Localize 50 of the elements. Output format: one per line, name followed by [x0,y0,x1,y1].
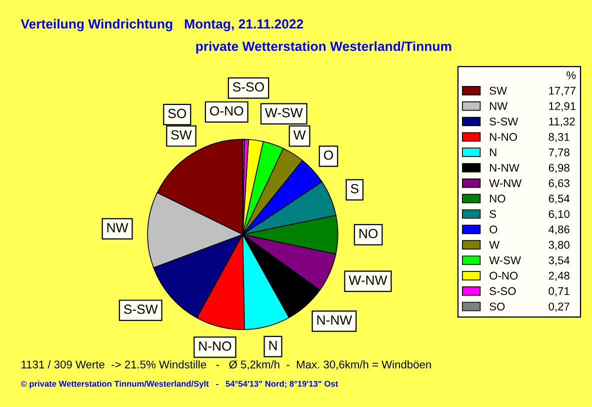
data-label: 6,10 [548,210,570,220]
legend-label: O [490,226,498,234]
legend-label: W-NW [489,179,522,188]
slice-label: O [324,150,333,160]
legend-label: SO [490,302,505,310]
legend-label: N-NW [490,164,520,172]
category-label: SO [168,108,186,118]
legend-label: NW [490,102,508,110]
slice-label: NO [359,228,378,238]
data-label: 3,54 [548,256,570,266]
legend-label: S-SO [490,287,516,296]
data-label: 11,32 [549,118,575,127]
legend-label: N-NO [490,133,517,141]
chart-subtitle: private Wetterstation Westerland/Tinnum [196,41,452,54]
data-label: 8,31 [548,133,570,142]
chart-title: Verteilung Windrichtung Montag, 21.11.2022 [20,18,304,32]
legend-label: W [489,241,500,249]
text: 1131 / 309 Werte -> 21.5% Windstille - Ø 5,2km/h - Max. 30,6km/h = Windböen [22,360,431,370]
slice-label: SW [171,130,192,140]
category-label: S-SO [232,82,264,92]
data-label: 4,86 [548,226,570,235]
data-label: 7,78 [548,148,570,158]
slice-label: N-NO [199,341,232,351]
slice-label: N-NW [317,315,352,325]
data-label: 0,71 [548,287,570,296]
slice-label: N [269,340,277,350]
legend-label: S-SW [490,118,518,126]
data-label: 0,27 [548,302,570,312]
legend-label: S [490,210,496,218]
slice-label: S [350,184,358,194]
data-label: 6,54 [548,194,570,204]
data-label: 2,48 [548,272,570,281]
slice-label: NW [107,223,128,232]
legend-label: N [490,148,496,156]
legend-label: W-SW [489,256,521,264]
data-label: 6,63 [548,179,570,188]
slice-label: W-SW [264,108,303,118]
slice-label: W [293,130,306,140]
slice-label: O-NO [210,106,244,116]
data-label: 17,77 [549,86,576,96]
data-label: 12,91 [549,102,576,112]
legend-label: NO [490,194,506,203]
text: © private Wetterstation Tinnum/Westerland/Sylt - 54°54'13" Nord; 8°19'13" Ost [20,380,338,388]
legend-title: % [566,71,576,80]
legend-label: SW [490,86,507,95]
slice-label: W-NW [348,276,388,285]
data-label: 3,80 [548,240,570,250]
legend-label: O-NO [490,272,518,280]
data-label: 6,98 [548,164,570,174]
slice-label: S-SW [124,304,158,314]
